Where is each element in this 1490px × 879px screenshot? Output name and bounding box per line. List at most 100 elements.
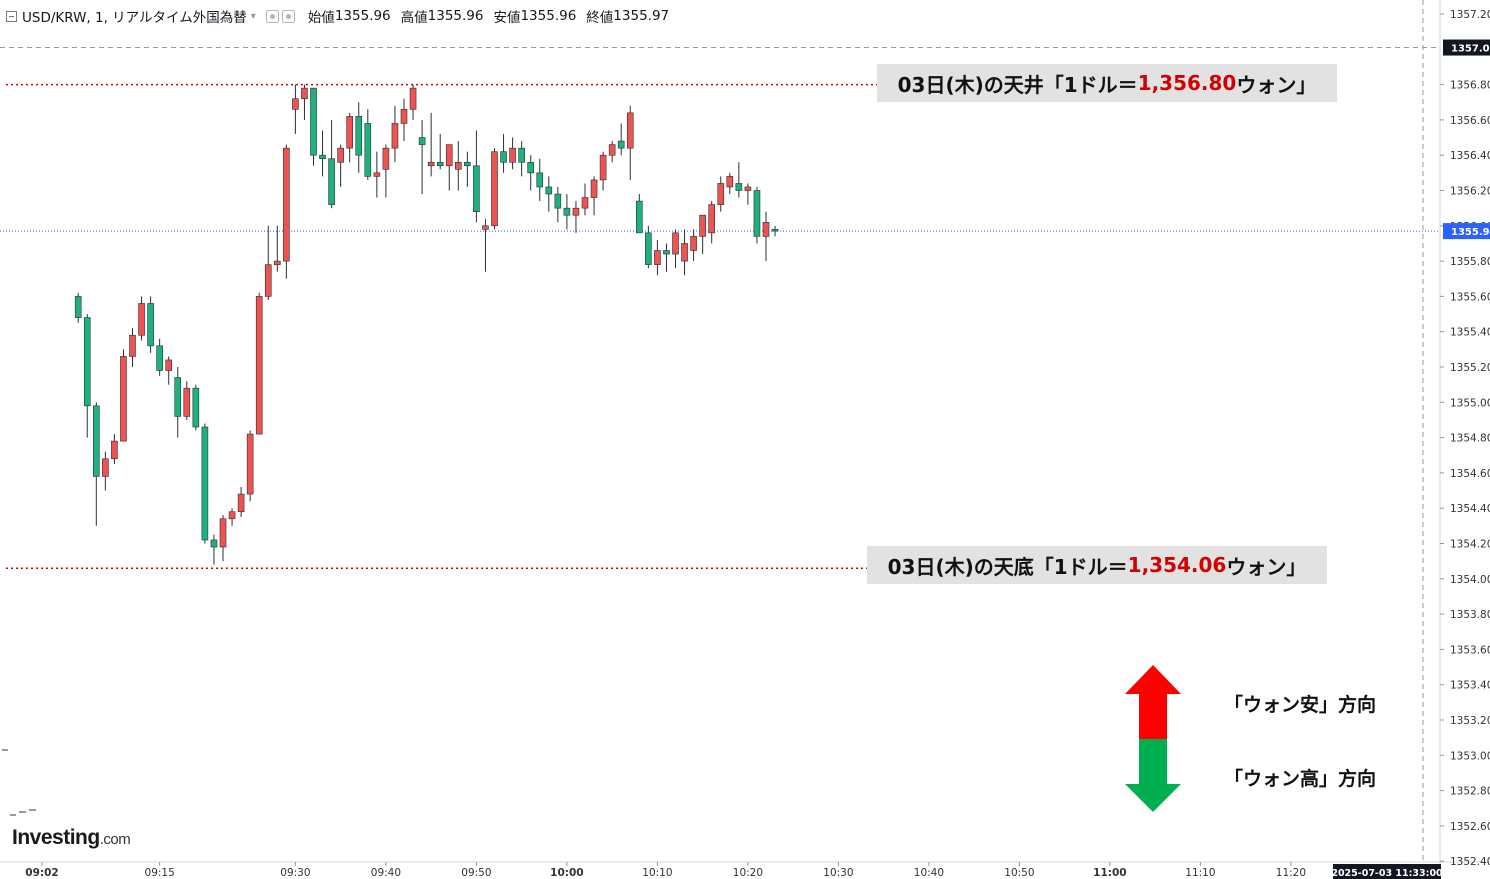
candle-body	[726, 176, 734, 188]
candle-body	[663, 250, 670, 255]
direction-arrow-icon	[1125, 665, 1181, 812]
candle-body	[418, 137, 426, 145]
candle	[654, 239, 661, 276]
y-tick-label: 1352.60	[1450, 821, 1490, 833]
candle	[111, 434, 118, 465]
candle-body	[572, 207, 580, 216]
candle	[617, 123, 625, 156]
candle-body	[228, 511, 236, 520]
candle-body	[210, 539, 218, 548]
candle	[310, 87, 317, 166]
candle	[264, 225, 272, 300]
chevron-down-icon[interactable]: ▾	[250, 10, 256, 22]
candle-body	[699, 214, 706, 237]
open-value: 1355.96	[334, 8, 391, 24]
candle	[83, 314, 91, 438]
collapse-icon[interactable]	[6, 10, 17, 22]
y-tick-label: 1354.20	[1450, 539, 1490, 551]
chart-header: USD/KRW, 1, リアルタイム外国為替 ▾ 始値 1355.96 高値 135…	[6, 6, 669, 26]
candle	[554, 186, 562, 223]
candle	[536, 158, 544, 202]
candle	[491, 148, 498, 230]
candle-body	[500, 151, 507, 163]
x-tick-label: 09:30	[280, 867, 310, 879]
y-tick-label: 1352.40	[1450, 856, 1490, 868]
symbol-title[interactable]: USD/KRW, 1, リアルタイム外国為替	[22, 10, 247, 26]
candle-body	[201, 426, 209, 541]
candle-body	[346, 116, 354, 149]
candle	[219, 515, 227, 562]
candle-body	[364, 123, 372, 177]
candle	[346, 112, 354, 163]
candle	[292, 84, 299, 135]
x-tick-label: 09:02	[25, 867, 58, 879]
x-tick-label: 10:40	[914, 867, 944, 879]
candle	[273, 225, 281, 272]
candle-body	[391, 123, 399, 149]
candle	[699, 214, 706, 255]
candle-body	[246, 433, 254, 495]
candle	[626, 105, 634, 180]
close-label: 終値	[586, 10, 614, 26]
floor-suffix: ウォン」	[1226, 554, 1307, 579]
candle	[210, 534, 218, 565]
candle-body	[590, 179, 598, 198]
x-tick-label: 11:20	[1276, 867, 1306, 879]
candle-body	[237, 493, 245, 513]
x-tick-label: 10:00	[550, 867, 583, 879]
candle	[762, 211, 770, 262]
candle-body	[328, 158, 335, 205]
candle	[255, 292, 263, 435]
candle	[482, 218, 489, 272]
current-price-label: 1355.97	[1451, 227, 1490, 238]
candle	[364, 109, 372, 180]
candle-body	[608, 144, 616, 156]
candle	[228, 508, 236, 526]
x-tick-label: 10:10	[642, 867, 672, 879]
candle	[735, 162, 743, 198]
investing-logo[interactable]: Investing.com	[12, 826, 131, 850]
y-tick-label: 1354.00	[1450, 574, 1490, 586]
x-tick-label: 10:50	[1004, 867, 1034, 879]
candle-body	[599, 154, 607, 181]
hover-price-tag	[1443, 39, 1490, 56]
y-tick-label: 1355.20	[1450, 362, 1490, 374]
low-value: 1355.96	[520, 8, 577, 24]
eye-icon[interactable]	[265, 9, 279, 23]
y-tick-label: 1355.80	[1450, 256, 1490, 268]
y-tick-label: 1354.40	[1450, 503, 1490, 515]
candle-body	[264, 264, 272, 297]
candle	[509, 137, 516, 170]
ceiling-suffix: ウォン」	[1236, 72, 1317, 97]
candle-body	[310, 87, 317, 156]
candle-body	[192, 387, 200, 428]
candle	[409, 84, 417, 120]
candle	[201, 423, 209, 544]
ceiling-annotation: 03日(木)の天井「1ドル＝ 1,356.80 ウォン」	[877, 64, 1337, 102]
candle	[726, 172, 734, 195]
candle	[672, 229, 679, 269]
candle	[319, 130, 326, 177]
candle	[391, 105, 399, 163]
candle-body	[156, 345, 163, 371]
settings-icon[interactable]	[281, 9, 295, 23]
candle	[690, 229, 697, 262]
candle	[473, 130, 480, 223]
candle-body	[111, 440, 118, 460]
y-tick-label: 1353.40	[1450, 680, 1490, 692]
candle	[382, 144, 390, 198]
candle-body	[708, 204, 716, 234]
candle	[174, 367, 182, 438]
y-tick-label: 1352.80	[1450, 786, 1490, 798]
candle-body	[337, 147, 344, 163]
candle-body	[617, 140, 625, 149]
current-price-tag	[1443, 223, 1490, 240]
high-label: 高値	[400, 10, 428, 26]
y-tick-label: 1357.20	[1450, 9, 1490, 21]
hover-date-tag	[1333, 864, 1441, 879]
candle	[418, 119, 426, 195]
candle	[663, 243, 670, 272]
candle-body	[464, 161, 471, 167]
candle-body	[717, 183, 725, 205]
